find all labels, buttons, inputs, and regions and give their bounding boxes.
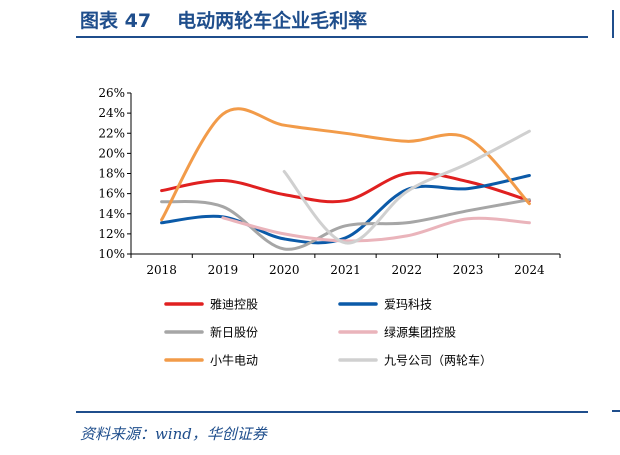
series-line-4 [221, 216, 531, 243]
x-tick-label: 2021 [330, 263, 361, 277]
figure-title: 电动两轮车企业毛利率 [177, 9, 368, 32]
legend-label: 绿源集团控股 [384, 325, 456, 340]
y-tick-label: 18% [98, 167, 125, 181]
series-line-6 [282, 129, 531, 245]
series-line-3 [160, 198, 531, 251]
y-tick-label: 10% [98, 247, 125, 261]
legend-label: 雅迪控股 [210, 297, 258, 312]
x-tick-label: 2020 [269, 263, 300, 277]
x-tick-label: 2022 [392, 263, 423, 277]
chart-axes: 10% 12% 14% 16% 18% 20% 22% 24% 26% 2018 2019 2020 2… [98, 86, 561, 277]
legend-label: 新日股份 [210, 325, 258, 340]
y-tick-label: 26% [98, 86, 125, 100]
series-line-1 [160, 171, 531, 204]
y-tick-label: 20% [98, 146, 125, 160]
source-note: 资料来源：wind，华创证券 [80, 425, 267, 443]
adjacent-panel-edge-bottom [612, 410, 620, 412]
header-rule [76, 36, 588, 38]
legend-label: 小牛电动 [210, 353, 258, 368]
legend-label: 九号公司（两轮车） [384, 353, 492, 368]
y-tick-label: 12% [98, 227, 125, 241]
x-tick-label: 2024 [514, 263, 545, 277]
x-tick-label: 2019 [208, 263, 239, 277]
chart-lines [160, 107, 531, 251]
y-tick-label: 24% [98, 106, 125, 120]
y-tick-label: 16% [98, 187, 125, 201]
footer-rule [76, 411, 588, 413]
legend-label: 爱玛科技 [384, 298, 432, 312]
figure-label: 图表 47 [80, 9, 152, 32]
figure-header: 图表 47 电动两轮车企业毛利率 [80, 6, 620, 32]
x-tick-label: 2023 [453, 263, 484, 277]
x-tick-label: 2018 [146, 263, 177, 277]
y-tick-label: 22% [98, 126, 125, 140]
y-tick-label: 14% [98, 207, 125, 221]
series-line-5 [160, 107, 531, 222]
adjacent-panel-edge [612, 10, 620, 38]
